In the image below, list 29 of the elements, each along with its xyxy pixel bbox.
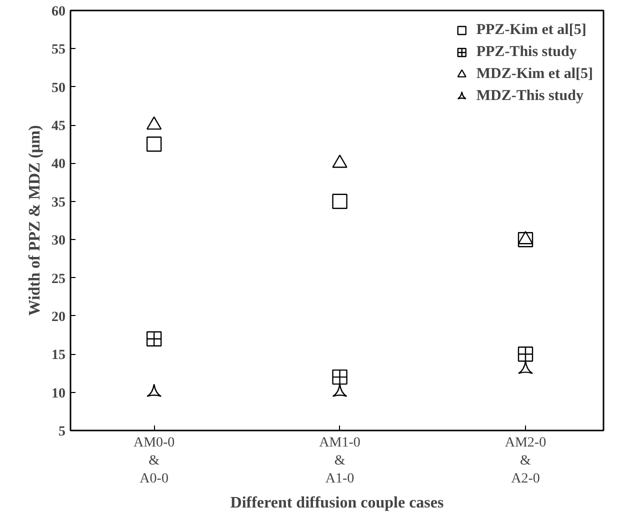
point (332, 194, 348, 210)
x-tick-label: AM0-0 & A0-0 (133, 436, 175, 486)
y-tick-label: 10 (52, 386, 66, 402)
legend-label: MDZ-Kim et al[5] (476, 66, 593, 82)
x-axis-title: Different diffusion couple cases (230, 494, 444, 512)
point (146, 331, 162, 346)
y-tick-label: 50 (52, 80, 66, 96)
x-tick-label: AM2-0 & A2-0 (504, 436, 546, 486)
point (518, 360, 534, 374)
legend-label: PPZ-Kim et al[5] (476, 22, 586, 38)
legend-label: PPZ-This study (476, 44, 577, 60)
y-tick-label: 30 (52, 234, 66, 249)
y-tick-label: 25 (52, 272, 66, 287)
y-tick-label: 5 (58, 424, 66, 440)
point (518, 230, 534, 244)
legend-label: MDZ-This study (476, 88, 584, 104)
y-tick-label: 55 (52, 42, 66, 58)
y-tick-label: 20 (52, 310, 66, 325)
y-axis-title: Width of PPZ & MDZ (μm) (26, 125, 44, 316)
y-tick-label: 35 (52, 195, 66, 210)
y-tick-label: 40 (52, 157, 66, 172)
point (146, 384, 162, 397)
point (332, 384, 348, 397)
y-tick-label: 45 (52, 119, 66, 134)
y-tick-label: 60 (52, 4, 66, 20)
point (146, 136, 162, 152)
x-tick-label: AM1-0 & A1-0 (319, 436, 360, 486)
y-tick-label: 15 (52, 348, 66, 364)
point (518, 232, 534, 248)
